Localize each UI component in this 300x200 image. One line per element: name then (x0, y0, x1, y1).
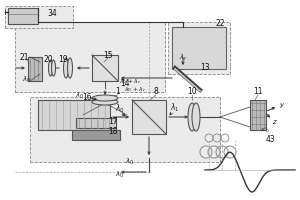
Text: 22: 22 (215, 19, 225, 27)
Text: 19: 19 (58, 54, 68, 64)
Bar (168, 22, 230, 74)
Ellipse shape (188, 103, 196, 131)
Text: $\lambda_0$: $\lambda_0$ (75, 91, 85, 101)
Bar (30, 97, 220, 162)
Text: 10: 10 (187, 88, 197, 97)
Text: 8: 8 (154, 88, 158, 97)
Text: $\lambda_1$: $\lambda_1$ (170, 102, 180, 114)
Bar (8, 8, 38, 24)
Text: $\lambda_0$: $\lambda_0$ (125, 157, 135, 167)
Text: $\lambda_0$: $\lambda_0$ (115, 103, 125, 115)
Ellipse shape (92, 95, 118, 101)
Text: $\lambda_0+\lambda_r$: $\lambda_0+\lambda_r$ (119, 78, 141, 86)
Text: 13: 13 (200, 64, 210, 72)
Text: 14: 14 (120, 79, 130, 88)
Ellipse shape (49, 60, 52, 76)
Text: 18: 18 (108, 128, 118, 136)
Text: $\lambda_0$: $\lambda_0$ (116, 170, 124, 180)
Bar (76, 118, 116, 128)
Text: 21: 21 (19, 52, 29, 62)
Text: 16: 16 (82, 92, 92, 102)
Bar (172, 27, 226, 69)
Ellipse shape (64, 58, 68, 78)
Text: $\lambda_0$: $\lambda_0$ (22, 75, 32, 85)
Text: $\lambda_r$: $\lambda_r$ (178, 53, 188, 63)
Bar (72, 130, 120, 140)
Text: $x'_0$: $x'_0$ (260, 125, 270, 135)
Bar (5, 6, 73, 28)
Ellipse shape (52, 60, 56, 76)
Bar (132, 100, 166, 134)
Bar (28, 57, 42, 81)
Bar (92, 55, 118, 81)
Text: 17: 17 (108, 116, 118, 126)
Text: $\lambda_0+\lambda_r$: $\lambda_0+\lambda_r$ (124, 86, 146, 94)
Ellipse shape (68, 58, 73, 78)
Text: 43: 43 (265, 136, 275, 144)
Ellipse shape (92, 99, 118, 105)
Text: y: y (279, 102, 283, 108)
Text: z: z (272, 119, 276, 125)
Text: 15: 15 (103, 51, 113, 60)
Ellipse shape (192, 103, 200, 131)
Bar (250, 100, 266, 130)
Bar (15, 22, 165, 92)
Text: 34: 34 (47, 9, 57, 19)
Bar (38, 100, 110, 130)
Text: 20: 20 (43, 54, 53, 64)
Text: 1: 1 (116, 88, 120, 97)
Text: 11: 11 (253, 88, 263, 97)
